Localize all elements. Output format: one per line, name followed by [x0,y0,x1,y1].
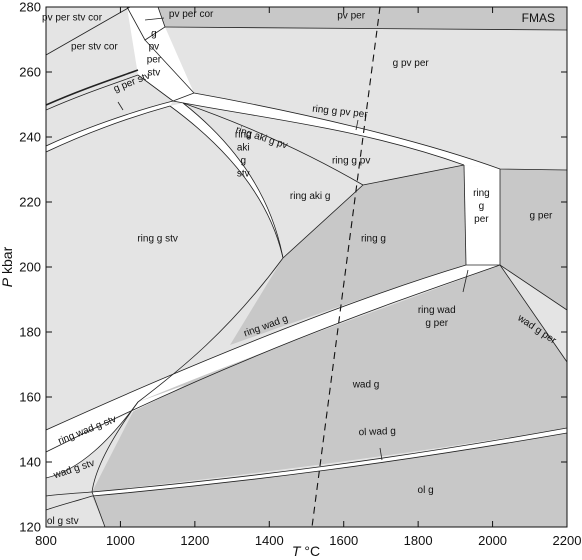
field-label-line: ring [235,129,252,140]
field-label-line: ring g stv [137,233,178,244]
field-ring-g-per [464,165,500,265]
field-label-line: ring g pv [332,155,370,166]
field-label-line: ol wad g [358,426,396,438]
field-label-line: per [147,55,162,66]
field-label-pv-per: pv per [337,11,365,22]
field-label-line: g pv per [393,58,430,69]
field-label-line: pv per cor [169,9,214,20]
y-tick-label: 240 [19,130,41,145]
field-label-line: stv [237,168,250,179]
field-label-line: g [151,29,157,40]
field-label-g-per: g per [530,211,553,222]
field-label-wad-g: wad g [352,380,380,391]
field-label-line: g [240,155,246,166]
field-label-line: pv [149,42,160,53]
field-label-line: ol g stv [47,516,79,527]
x-tick-label: 2000 [478,533,507,548]
field-label-ring-aki-g: ring aki g [290,191,331,202]
system-label: FMAS [522,11,555,25]
field-label-line: ring aki g [290,191,331,202]
y-tick-label: 160 [19,390,41,405]
field-label-ol-g: ol g [418,485,434,496]
field-label-line: stv [148,68,161,79]
x-tick-label: 800 [35,533,57,548]
y-tick-label: 120 [19,520,41,535]
field-label-pv-per-stv-cor: pv per stv cor [42,12,103,23]
x-tick-label: 1800 [404,533,433,548]
field-ol-wad-g [92,428,567,496]
axis-ticks [45,6,568,528]
field-g-pv-per-stv [127,7,194,101]
field-label-ol-wad-g: ol wad g [358,426,396,438]
field-label-g-pv-per-stv: g pv per stv [147,29,162,79]
field-label-ring-g: ring g [361,233,386,244]
dashed-reference-line [311,6,381,528]
field-label-line: g per [530,211,553,222]
field-label-ring-g-per: ring g per [473,188,490,225]
field-ol-g [92,433,567,527]
field-label-line: ring wad [418,305,456,316]
field-label-line: ring g [361,233,386,244]
y-tick-label: 140 [19,455,41,470]
field-label-line: ol g [418,485,434,496]
field-label-per-stv-cor: per stv cor [71,42,118,53]
field-wad-g [92,265,567,492]
x-tick-label: 1000 [106,533,135,548]
field-label-line: ring [473,188,490,199]
field-pv-per [158,7,567,30]
field-label-line: g [479,201,485,212]
x-tick-label: 1200 [180,533,209,548]
field-label-line: per [474,214,489,225]
field-label-line: pv per stv cor [42,12,103,23]
field-ring-wad-g-stv [46,385,185,478]
y-tick-labels: 120 140 160 180 200 220 240 260 280 [19,0,41,535]
field-label-ring-g-pv: ring g pv [332,155,370,166]
field-ring-g-per-stv [46,101,173,152]
y-tick-label: 280 [19,0,41,15]
x-tick-labels: 800 1000 1200 1400 1600 1800 2000 2200 [35,533,581,548]
field-g-per [500,169,567,310]
field-label-ring-aki-g-stv: ring aki g stv [235,129,252,179]
y-tick-label: 260 [19,65,41,80]
x-axis-label: T °C [292,543,320,559]
field-label-ring-wad-g-per: ring wad g per [418,305,456,329]
field-label-line: wad g [352,380,380,391]
x-tick-label: 1600 [329,533,358,548]
field-ring-g [230,165,466,345]
field-label-line: per stv cor [71,42,118,53]
field-label-g-pv-per: g pv per [393,58,430,69]
phase-boundaries [46,7,567,527]
y-axis-label: P kbar [0,246,15,287]
y-tick-label: 180 [19,325,41,340]
y-tick-label: 200 [19,260,41,275]
field-label-ol-g-stv: ol g stv [47,516,79,527]
field-label-line: aki [237,142,250,153]
field-label-ring-g-stv: ring g stv [137,233,178,244]
y-tick-label: 220 [19,195,41,210]
x-tick-label: 1400 [255,533,284,548]
field-white-upper-left [127,7,165,40]
field-label-line: g per [425,318,448,329]
field-label-pv-per-cor: pv per cor [169,9,214,20]
x-tick-label: 2200 [553,533,582,548]
field-label-line: pv per [337,11,365,22]
